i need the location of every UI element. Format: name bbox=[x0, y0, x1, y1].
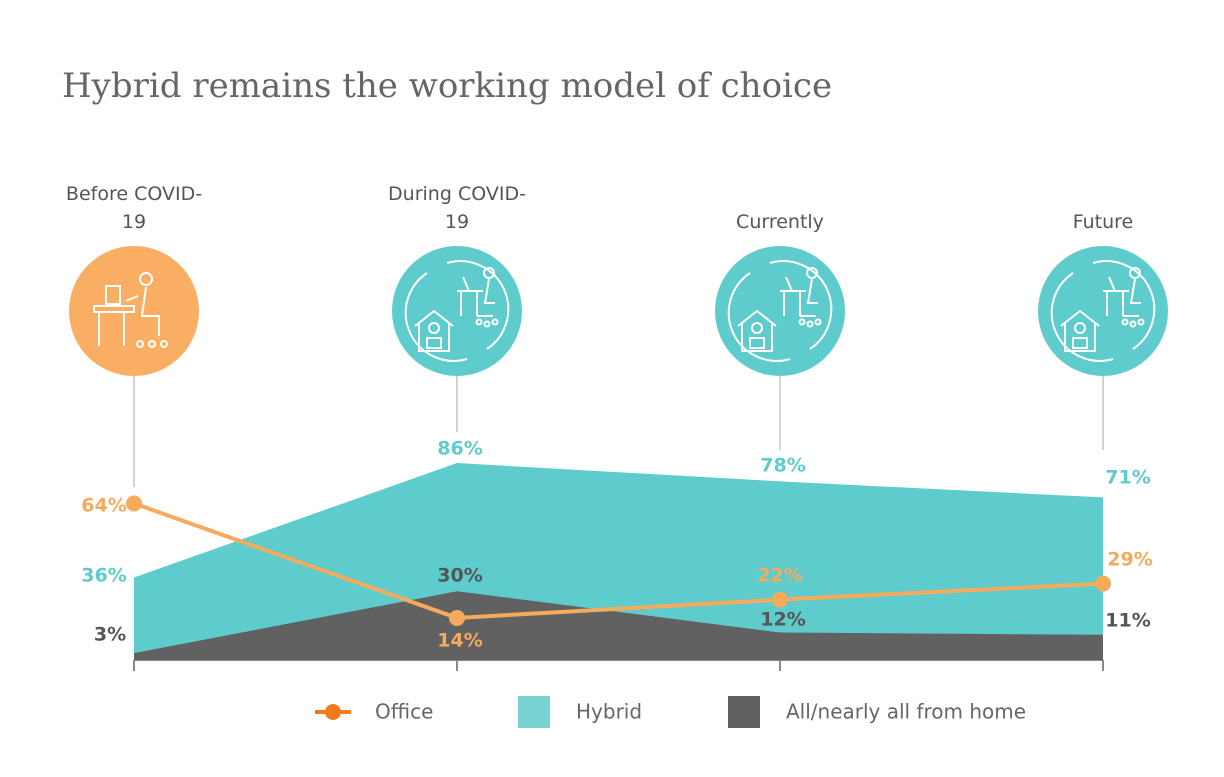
value-label: 36% bbox=[81, 565, 126, 587]
office-icon bbox=[69, 246, 199, 376]
icon-wheel bbox=[491, 318, 499, 326]
icon-house bbox=[414, 309, 454, 352]
icon-arc bbox=[1092, 260, 1156, 350]
legend-label: All/nearly all from home bbox=[786, 700, 1026, 724]
icon-bg bbox=[392, 246, 522, 376]
value-label: 11% bbox=[1105, 610, 1150, 632]
icon-desk bbox=[1103, 276, 1129, 316]
hybrid-icon bbox=[1038, 246, 1168, 376]
legend-swatch bbox=[518, 696, 550, 728]
line bbox=[133, 501, 1104, 620]
icon-wheel bbox=[1121, 318, 1129, 326]
icon-laptop bbox=[1072, 337, 1088, 349]
marker bbox=[449, 609, 465, 626]
x-axis bbox=[133, 659, 1104, 671]
value-label: 22% bbox=[757, 565, 802, 587]
icons bbox=[69, 246, 1168, 376]
icon-chair bbox=[800, 278, 818, 317]
area bbox=[134, 591, 1103, 660]
marker bbox=[1095, 575, 1111, 592]
icon-chair bbox=[477, 278, 495, 317]
value-label: 12% bbox=[760, 609, 805, 631]
icon-wheel bbox=[475, 318, 483, 326]
icon-person bbox=[428, 322, 440, 334]
chart-title: Hybrid remains the working model of choi… bbox=[62, 66, 832, 106]
icon-arc bbox=[727, 272, 791, 362]
legend-label: Office bbox=[375, 700, 433, 724]
icon-laptop bbox=[426, 337, 442, 349]
hybrid-icon bbox=[392, 246, 522, 376]
icon-wheel bbox=[806, 320, 814, 328]
icon-arc bbox=[1050, 272, 1114, 362]
icon-laptop bbox=[749, 337, 765, 349]
marker bbox=[772, 591, 788, 608]
value-label: 29% bbox=[1107, 549, 1152, 571]
icon-chair bbox=[1123, 278, 1141, 317]
icon-bg bbox=[1038, 246, 1168, 376]
value-label: 64% bbox=[81, 495, 126, 517]
icon-desk bbox=[457, 276, 483, 316]
value-label: 3% bbox=[94, 624, 126, 646]
icon-wheel bbox=[798, 318, 806, 326]
icon-wheel bbox=[1137, 318, 1145, 326]
icon-arc bbox=[769, 260, 833, 350]
icon-arc bbox=[446, 260, 510, 350]
value-label: 30% bbox=[437, 565, 482, 587]
value-label: 14% bbox=[437, 630, 482, 652]
icon-person bbox=[1129, 267, 1141, 279]
category-label: Future bbox=[1072, 211, 1134, 233]
icon-person bbox=[806, 267, 818, 279]
category-label: During COVID-19 bbox=[388, 183, 526, 233]
value-label: 86% bbox=[437, 438, 482, 460]
legend-swatch bbox=[728, 696, 760, 728]
icon-wheel bbox=[1129, 320, 1137, 328]
icon-wheel bbox=[483, 320, 491, 328]
icon-bg bbox=[715, 246, 845, 376]
value-label: 78% bbox=[760, 455, 805, 477]
icon-arc bbox=[404, 272, 468, 362]
hybrid-icon bbox=[715, 246, 845, 376]
category-label: Before COVID-19 bbox=[65, 183, 203, 233]
legend-marker bbox=[325, 704, 341, 720]
category-label: Currently bbox=[736, 211, 824, 233]
value-label: 71% bbox=[1105, 467, 1150, 489]
legend-label: Hybrid bbox=[576, 700, 642, 724]
icon-house bbox=[737, 309, 777, 352]
icon-house bbox=[1060, 309, 1100, 352]
icon-desk bbox=[780, 276, 806, 316]
icon-person bbox=[751, 322, 763, 334]
marker bbox=[126, 495, 142, 512]
icon-person bbox=[1074, 322, 1086, 334]
icon-person bbox=[483, 267, 495, 279]
icon-wheel bbox=[814, 318, 822, 326]
